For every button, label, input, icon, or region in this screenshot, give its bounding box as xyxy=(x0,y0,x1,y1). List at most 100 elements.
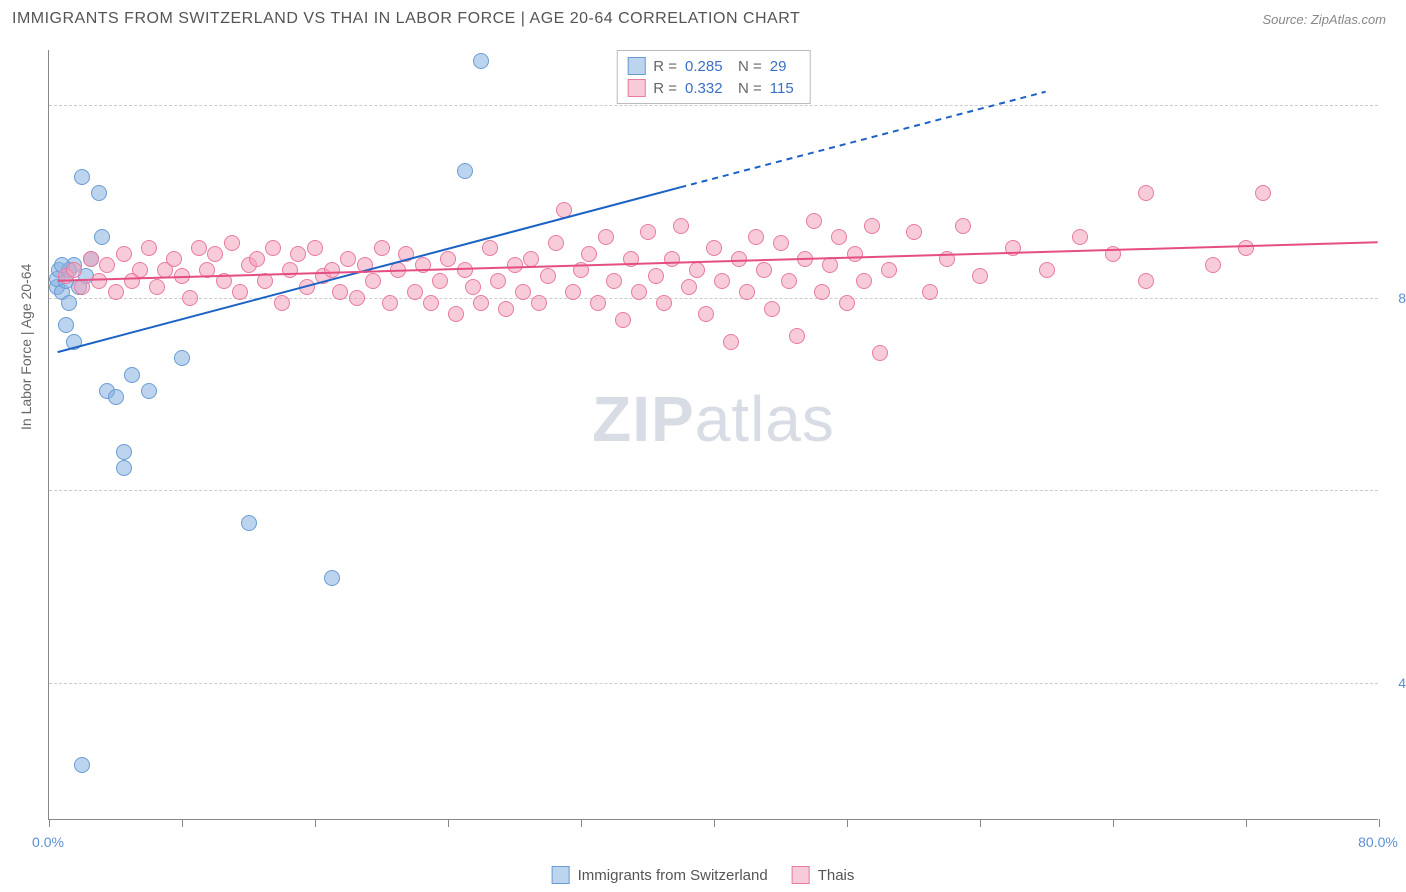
point-thai[interactable] xyxy=(382,295,398,311)
point-switzerland[interactable] xyxy=(174,350,190,366)
point-thai[interactable] xyxy=(349,290,365,306)
point-thai[interactable] xyxy=(565,284,581,300)
point-thai[interactable] xyxy=(116,246,132,262)
point-thai[interactable] xyxy=(182,290,198,306)
point-thai[interactable] xyxy=(640,224,656,240)
point-thai[interactable] xyxy=(432,273,448,289)
point-switzerland[interactable] xyxy=(141,383,157,399)
point-thai[interactable] xyxy=(797,251,813,267)
point-thai[interactable] xyxy=(166,251,182,267)
point-thai[interactable] xyxy=(332,284,348,300)
point-thai[interactable] xyxy=(789,328,805,344)
point-thai[interactable] xyxy=(1039,262,1055,278)
point-thai[interactable] xyxy=(490,273,506,289)
point-thai[interactable] xyxy=(440,251,456,267)
point-thai[interactable] xyxy=(1138,185,1154,201)
point-thai[interactable] xyxy=(83,251,99,267)
legend-item[interactable]: Thais xyxy=(792,866,855,884)
point-thai[interactable] xyxy=(482,240,498,256)
legend-item[interactable]: Immigrants from Switzerland xyxy=(552,866,768,884)
point-switzerland[interactable] xyxy=(94,229,110,245)
point-thai[interactable] xyxy=(407,284,423,300)
point-thai[interactable] xyxy=(1205,257,1221,273)
point-thai[interactable] xyxy=(523,251,539,267)
point-thai[interactable] xyxy=(706,240,722,256)
point-thai[interactable] xyxy=(689,262,705,278)
point-switzerland[interactable] xyxy=(66,334,82,350)
point-switzerland[interactable] xyxy=(58,317,74,333)
point-thai[interactable] xyxy=(756,262,772,278)
point-thai[interactable] xyxy=(390,262,406,278)
point-thai[interactable] xyxy=(1238,240,1254,256)
point-thai[interactable] xyxy=(473,295,489,311)
point-thai[interactable] xyxy=(132,262,148,278)
point-thai[interactable] xyxy=(141,240,157,256)
point-thai[interactable] xyxy=(207,246,223,262)
point-thai[interactable] xyxy=(365,273,381,289)
point-thai[interactable] xyxy=(764,301,780,317)
point-thai[interactable] xyxy=(548,235,564,251)
point-thai[interactable] xyxy=(374,240,390,256)
point-switzerland[interactable] xyxy=(91,185,107,201)
point-thai[interactable] xyxy=(955,218,971,234)
point-thai[interactable] xyxy=(531,295,547,311)
point-thai[interactable] xyxy=(739,284,755,300)
point-thai[interactable] xyxy=(357,257,373,273)
point-thai[interactable] xyxy=(573,262,589,278)
point-thai[interactable] xyxy=(174,268,190,284)
point-thai[interactable] xyxy=(498,301,514,317)
point-thai[interactable] xyxy=(199,262,215,278)
point-thai[interactable] xyxy=(648,268,664,284)
point-thai[interactable] xyxy=(66,262,82,278)
point-thai[interactable] xyxy=(282,262,298,278)
point-thai[interactable] xyxy=(91,273,107,289)
point-thai[interactable] xyxy=(216,273,232,289)
point-thai[interactable] xyxy=(232,284,248,300)
point-thai[interactable] xyxy=(864,218,880,234)
point-thai[interactable] xyxy=(1005,240,1021,256)
point-thai[interactable] xyxy=(806,213,822,229)
point-thai[interactable] xyxy=(74,279,90,295)
point-thai[interactable] xyxy=(714,273,730,289)
point-thai[interactable] xyxy=(922,284,938,300)
point-switzerland[interactable] xyxy=(74,169,90,185)
point-thai[interactable] xyxy=(598,229,614,245)
point-switzerland[interactable] xyxy=(124,367,140,383)
point-thai[interactable] xyxy=(822,257,838,273)
point-thai[interactable] xyxy=(1105,246,1121,262)
point-switzerland[interactable] xyxy=(473,53,489,69)
point-thai[interactable] xyxy=(939,251,955,267)
point-thai[interactable] xyxy=(465,279,481,295)
point-switzerland[interactable] xyxy=(116,444,132,460)
point-switzerland[interactable] xyxy=(61,295,77,311)
point-thai[interactable] xyxy=(881,262,897,278)
point-thai[interactable] xyxy=(448,306,464,322)
point-thai[interactable] xyxy=(556,202,572,218)
point-thai[interactable] xyxy=(839,295,855,311)
point-thai[interactable] xyxy=(681,279,697,295)
point-thai[interactable] xyxy=(307,240,323,256)
point-thai[interactable] xyxy=(191,240,207,256)
point-thai[interactable] xyxy=(723,334,739,350)
point-thai[interactable] xyxy=(290,246,306,262)
point-thai[interactable] xyxy=(623,251,639,267)
point-thai[interactable] xyxy=(149,279,165,295)
point-switzerland[interactable] xyxy=(324,570,340,586)
point-thai[interactable] xyxy=(257,273,273,289)
point-thai[interactable] xyxy=(872,345,888,361)
point-thai[interactable] xyxy=(781,273,797,289)
point-thai[interactable] xyxy=(265,240,281,256)
point-thai[interactable] xyxy=(581,246,597,262)
point-thai[interactable] xyxy=(906,224,922,240)
point-thai[interactable] xyxy=(731,251,747,267)
point-thai[interactable] xyxy=(1255,185,1271,201)
point-thai[interactable] xyxy=(540,268,556,284)
point-thai[interactable] xyxy=(415,257,431,273)
point-thai[interactable] xyxy=(972,268,988,284)
point-thai[interactable] xyxy=(507,257,523,273)
point-thai[interactable] xyxy=(814,284,830,300)
point-switzerland[interactable] xyxy=(241,515,257,531)
point-thai[interactable] xyxy=(1072,229,1088,245)
point-switzerland[interactable] xyxy=(108,389,124,405)
point-thai[interactable] xyxy=(664,251,680,267)
